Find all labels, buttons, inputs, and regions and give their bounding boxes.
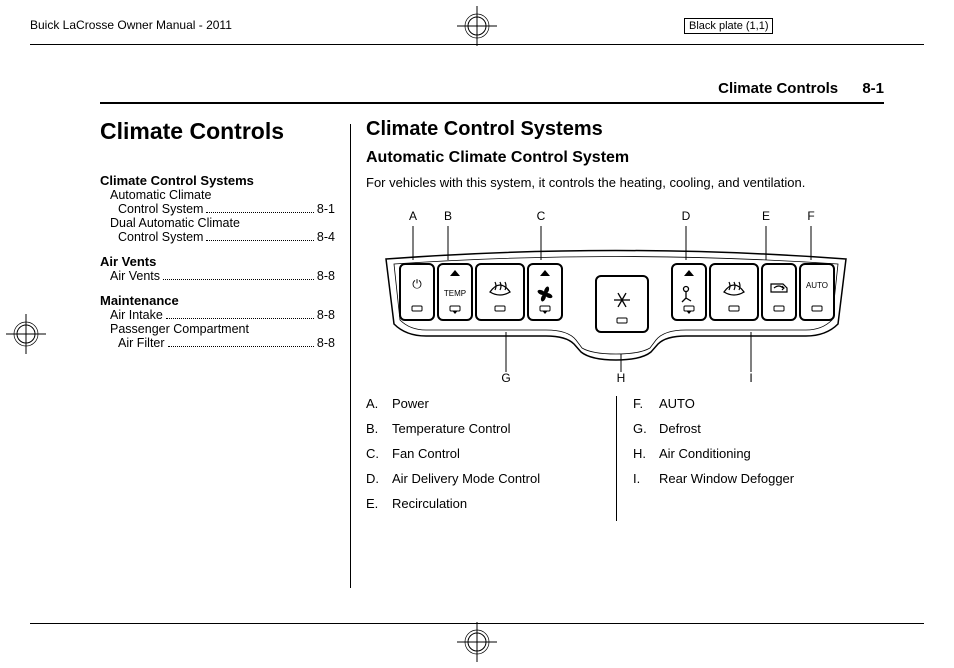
section-heading: Climate Control Systems [366, 118, 884, 141]
intro-text: For vehicles with this system, it contro… [366, 175, 884, 190]
legend-row: D.Air Delivery Mode Control [366, 471, 616, 486]
svg-text:B: B [444, 209, 452, 223]
toc-item: Automatic Climate [110, 188, 335, 202]
legend-row: B.Temperature Control [366, 421, 616, 436]
svg-text:TEMP: TEMP [444, 289, 466, 298]
legend-row: G.Defrost [633, 421, 883, 436]
climate-control-diagram: ⏻ TEMP AUTO A B C D E F G H I [366, 204, 866, 384]
subsection-heading: Automatic Climate Control System [366, 149, 884, 167]
toc-section-title: Maintenance [100, 293, 335, 308]
svg-text:C: C [537, 209, 546, 223]
column-divider [350, 124, 351, 588]
toc-item: Air Vents8-8 [110, 269, 335, 283]
registration-mark-bottom [457, 622, 497, 662]
bottom-rule [30, 623, 924, 624]
svg-text:H: H [617, 371, 626, 384]
toc-column: Climate Controls Climate Control Systems… [100, 118, 335, 360]
svg-text:F: F [807, 209, 814, 223]
svg-text:A: A [409, 209, 417, 223]
toc-section-title: Air Vents [100, 254, 335, 269]
top-rule [30, 44, 924, 45]
legend-row: E.Recirculation [366, 496, 616, 511]
svg-text:E: E [762, 209, 770, 223]
svg-text:I: I [749, 371, 752, 384]
content: Climate Controls Climate Control Systems… [100, 118, 884, 628]
toc-item: Control System8-4 [118, 230, 335, 244]
toc-item: Air Intake8-8 [110, 308, 335, 322]
chapter-title: Climate Controls [100, 118, 335, 145]
running-section: Climate Controls [718, 80, 838, 97]
legend-row: A.Power [366, 396, 616, 411]
svg-text:AUTO: AUTO [806, 281, 828, 290]
legend-row: I.Rear Window Defogger [633, 471, 883, 486]
legend-divider [616, 396, 617, 521]
diagram-legend: A.Power B.Temperature Control C.Fan Contro… [366, 396, 884, 521]
toc-item: Passenger Compartment [110, 322, 335, 336]
toc-item: Control System8-1 [118, 202, 335, 216]
registration-mark-left [6, 314, 46, 354]
toc-section-title: Climate Control Systems [100, 173, 335, 188]
svg-text:D: D [682, 209, 691, 223]
running-page: 8-1 [862, 80, 884, 97]
legend-row: C.Fan Control [366, 446, 616, 461]
legend-row: F.AUTO [633, 396, 883, 411]
svg-text:G: G [501, 371, 510, 384]
legend-row: H.Air Conditioning [633, 446, 883, 461]
plate-label: Black plate (1,1) [680, 18, 773, 34]
running-head: Climate Controls 8-1 [718, 80, 884, 97]
manual-title: Buick LaCrosse Owner Manual - 2011 [30, 18, 232, 32]
main-column: Climate Control Systems Automatic Climat… [366, 118, 884, 521]
svg-text:⏻: ⏻ [412, 277, 422, 291]
toc-item: Air Filter8-8 [118, 336, 335, 350]
toc-item: Dual Automatic Climate [110, 216, 335, 230]
print-header: Buick LaCrosse Owner Manual - 2011 Black… [30, 18, 924, 46]
running-rule [100, 102, 884, 104]
page: Buick LaCrosse Owner Manual - 2011 Black… [0, 0, 954, 668]
